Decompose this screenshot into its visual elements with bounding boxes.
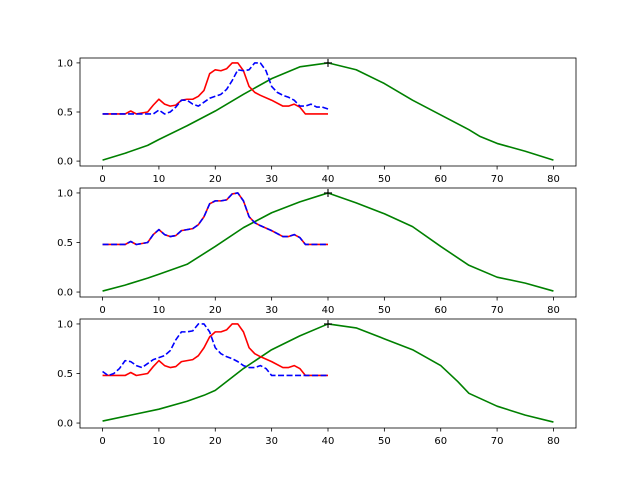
peak-marker	[324, 319, 332, 328]
series-line-3	[102, 323, 328, 377]
y-tick-label: 0.0	[57, 419, 73, 430]
x-tick-label: 30	[265, 305, 278, 316]
x-tick-label: 80	[547, 305, 560, 316]
y-tick-label: 0.5	[57, 369, 73, 380]
x-tick-label: 50	[378, 174, 391, 185]
x-tick-label: 80	[547, 174, 560, 185]
subplot-2: 0 10 20 30 40 50 60 70 80 0.0 0.5 1.0	[57, 187, 577, 316]
y-tick-label: 1.0	[57, 189, 73, 200]
x-tick-label: 70	[491, 436, 504, 447]
x-tick-label: 10	[153, 305, 166, 316]
series-line-1	[102, 192, 554, 292]
x-tick-label: 30	[265, 174, 278, 185]
x-tick-label: 60	[434, 436, 447, 447]
peak-marker	[324, 188, 332, 197]
axes-frame	[79, 318, 577, 429]
axes-frame	[79, 57, 577, 167]
x-tick-label: 20	[209, 305, 222, 316]
x-tick-label: 60	[434, 305, 447, 316]
x-tick-label: 40	[322, 174, 335, 185]
x-tick-label: 0	[99, 305, 105, 316]
y-tick-label: 1.0	[57, 59, 73, 70]
peak-marker	[324, 58, 332, 67]
series-line-2	[102, 62, 328, 115]
y-tick-label: 0.5	[57, 108, 73, 119]
y-tick-label: 0.0	[57, 157, 73, 168]
y-tick-label: 0.5	[57, 238, 73, 249]
x-tick-label: 40	[322, 305, 335, 316]
y-tick-label: 0.0	[57, 288, 73, 299]
x-tick-label: 70	[491, 305, 504, 316]
x-tick-label: 50	[378, 305, 391, 316]
axes-frame	[79, 187, 577, 298]
y-tick-label: 1.0	[57, 320, 73, 331]
series-line-3	[102, 62, 329, 115]
series-line-2	[102, 323, 328, 377]
x-tick-label: 10	[153, 436, 166, 447]
x-tick-label: 10	[153, 174, 166, 185]
x-tick-label: 20	[209, 174, 222, 185]
x-tick-label: 50	[378, 436, 391, 447]
x-tick-label: 80	[547, 436, 560, 447]
subplot-3: 0 10 20 30 40 50 60 70 80 0.0 0.5 1.0	[57, 318, 577, 447]
x-tick-label: 0	[99, 174, 105, 185]
x-tick-label: 20	[209, 436, 222, 447]
subplot-1: 0 10 20 30 40 50 60 70 80 0.0 0.5 1.0	[57, 57, 577, 185]
x-tick-label: 40	[322, 436, 335, 447]
x-tick-label: 30	[265, 436, 278, 447]
x-tick-label: 0	[99, 436, 105, 447]
x-tick-label: 60	[434, 174, 447, 185]
series-line-3	[102, 192, 328, 246]
x-tick-label: 70	[491, 174, 504, 185]
series-line-1	[102, 323, 554, 423]
